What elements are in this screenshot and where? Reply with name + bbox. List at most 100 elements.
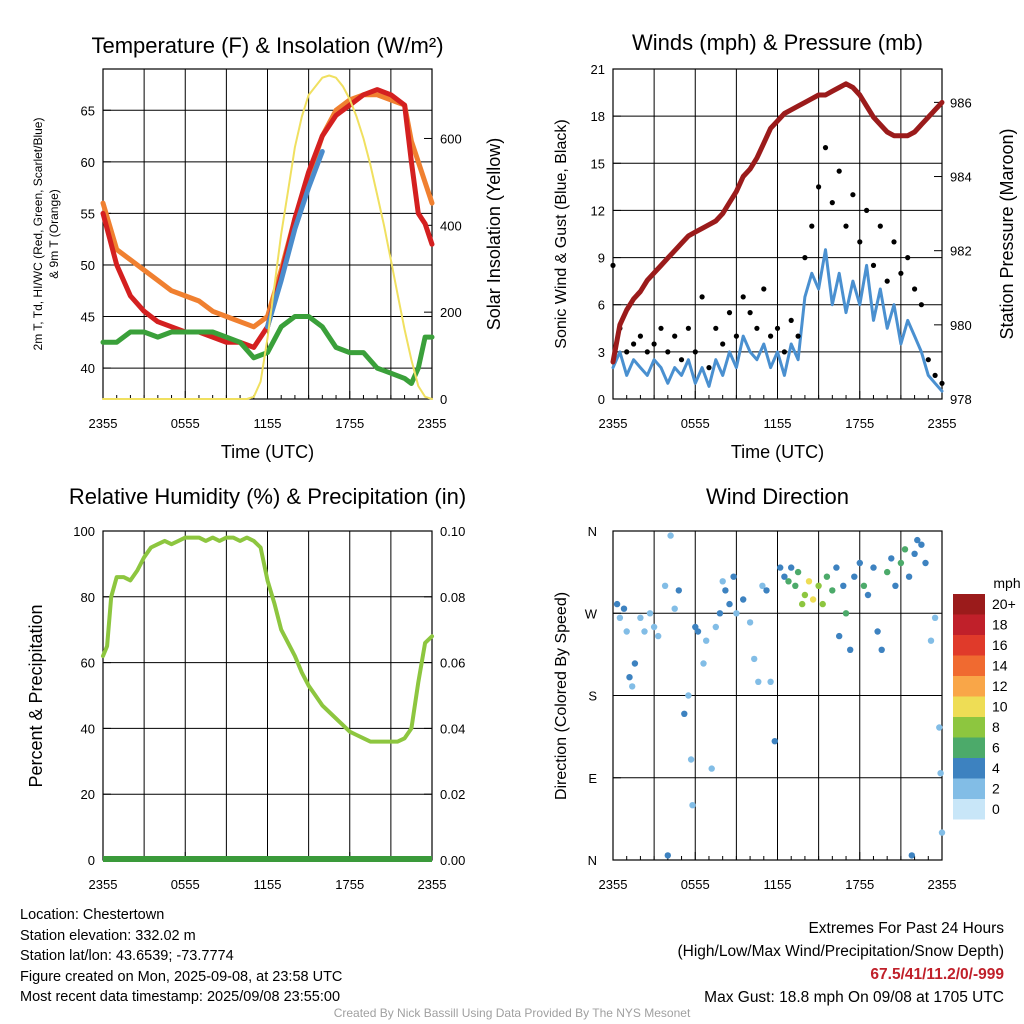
station-elevation: Station elevation: 332.02 m [20, 927, 196, 944]
y-tick-label: 978 [950, 392, 972, 407]
direction-point [719, 578, 726, 585]
station-location: Location: Chestertown [20, 907, 165, 923]
gust-point [699, 294, 705, 300]
direction-point [740, 596, 747, 603]
y-axis-label-line2: & 9m T (Orange) [47, 189, 61, 279]
direction-point [671, 605, 678, 612]
gust-point [870, 262, 877, 268]
direction-point [687, 756, 695, 763]
gust-point [932, 372, 938, 378]
y-tick-label: N [588, 853, 597, 868]
direction-point [864, 591, 872, 599]
direction-point [771, 738, 778, 745]
chart-title: Winds (mph) & Pressure (mb) [632, 30, 923, 55]
direction-point [937, 770, 944, 777]
y-tick-label: 986 [950, 95, 972, 110]
x-tick-label: 2355 [418, 877, 447, 892]
legend-swatch [953, 799, 985, 820]
direction-point [870, 564, 877, 571]
direction-point [722, 587, 729, 594]
gust-point [726, 310, 733, 316]
y-tick-label: 0.10 [440, 524, 465, 539]
direction-point [799, 600, 806, 608]
gust-point [678, 357, 685, 363]
legend-swatch [953, 594, 985, 615]
direction-point [860, 582, 868, 589]
y2-axis-label: Solar Insolation (Yellow) [484, 138, 504, 330]
direction-point [763, 587, 770, 594]
direction-point [681, 710, 688, 717]
legend-label: 14 [992, 658, 1008, 674]
direction-point [809, 596, 817, 603]
gust-point [644, 349, 650, 355]
y-tick-label: 982 [950, 244, 972, 259]
legend-label: 6 [992, 740, 1000, 756]
x-tick-label: 1155 [764, 877, 792, 892]
direction-point [805, 578, 813, 585]
direction-point [626, 674, 633, 681]
gust-point [747, 310, 753, 316]
y-tick-label: 400 [440, 218, 462, 233]
y-tick-label: 0.04 [440, 721, 465, 736]
direction-point [667, 532, 674, 539]
gust-point [939, 380, 945, 386]
gust-point [631, 341, 637, 347]
y-tick-label: 600 [440, 131, 462, 146]
winds-panel: Winds (mph) & Pressure (mb) 2355 0555 1155 1… [553, 30, 1017, 462]
y-tick-label: 0.02 [440, 787, 465, 802]
y-axis-label: Percent & Precipitation [26, 604, 46, 787]
direction-point [661, 582, 669, 589]
legend-title: mph [993, 575, 1020, 591]
series-line [265, 149, 325, 330]
gust-point [740, 294, 746, 300]
direction-point [620, 605, 628, 612]
direction-point [777, 564, 784, 571]
x-tick-label: 2355 [599, 877, 628, 892]
direction-point [781, 573, 788, 580]
y-tick-label: 3 [598, 345, 605, 360]
y-tick-label: 50 [81, 258, 95, 273]
legend-swatch [953, 655, 985, 676]
legend-swatch [953, 737, 985, 758]
series-line [100, 314, 435, 386]
direction-point [851, 573, 858, 580]
legend-label: 16 [992, 637, 1008, 653]
gust-point [651, 341, 657, 347]
gust-point [610, 262, 616, 268]
direction-point [819, 600, 826, 608]
gust-point [857, 239, 863, 245]
direction-point [918, 541, 925, 548]
x-tick-label: 0555 [171, 877, 200, 892]
y-axis-label: Direction (Colored By Speed) [553, 592, 570, 800]
y-tick-label: 18 [591, 109, 605, 124]
gust-point [665, 349, 671, 355]
direction-point [664, 852, 671, 859]
direction-point [897, 559, 905, 567]
direction-point [788, 564, 795, 571]
legend-label: 2 [992, 781, 1000, 797]
legend-label: 18 [992, 617, 1008, 633]
gust-point [761, 286, 767, 292]
direction-point [730, 573, 737, 580]
direction-point [847, 646, 854, 653]
y-tick-label: 0 [440, 392, 447, 407]
x-tick-label: 1755 [335, 416, 364, 431]
x-tick-label: 0555 [681, 416, 710, 431]
direction-point [733, 610, 740, 617]
max-gust: Max Gust: 18.8 mph On 09/08 at 1705 UTC [704, 989, 1004, 1006]
gust-point [843, 223, 849, 229]
gust-point [713, 325, 719, 331]
y-tick-label: 6 [598, 298, 605, 313]
gust-point [850, 192, 856, 198]
x-tick-label: 1155 [764, 416, 792, 431]
direction-point [922, 559, 929, 567]
chart-title: Temperature (F) & Insolation (W/m²) [91, 33, 443, 58]
legend-swatch [953, 778, 985, 799]
gust-point [891, 239, 897, 245]
gust-point [912, 286, 918, 292]
wind-line [611, 248, 944, 393]
direction-point [833, 564, 840, 571]
recent-timestamp: Most recent data timestamp: 2025/09/08 2… [20, 989, 341, 1005]
x-tick-label: 0555 [681, 877, 710, 892]
